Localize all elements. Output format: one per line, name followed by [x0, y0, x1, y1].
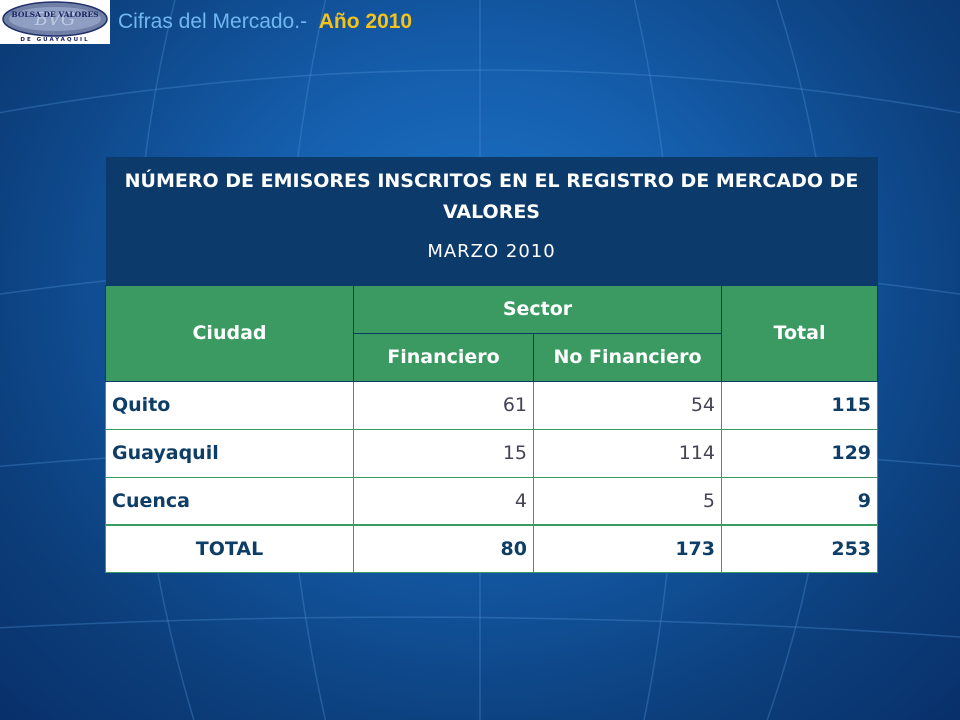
- row-total: 115: [720, 380, 879, 430]
- header-city: Ciudad: [105, 284, 354, 382]
- row-financial: 15: [353, 428, 534, 478]
- slide-title-year: Año 2010: [318, 10, 413, 33]
- totals-financial: 80: [353, 524, 534, 573]
- header-financial: Financiero: [353, 332, 534, 382]
- company-logo: BVG BOLSA DE VALORES DE GUAYAQUIL: [0, 0, 110, 44]
- logo-name: BOLSA DE VALORES: [11, 10, 98, 19]
- totals-non-financial: 173: [533, 524, 722, 573]
- row-financial: 4: [353, 476, 534, 526]
- totals-label: TOTAL: [105, 524, 354, 573]
- row-total: 129: [720, 428, 879, 478]
- row-non-financial: 114: [533, 428, 722, 478]
- totals-row: TOTAL 80 173 253: [105, 524, 879, 573]
- logo-monogram: BVG: [34, 9, 76, 30]
- row-city: Cuenca: [105, 476, 354, 526]
- table-row: Cuenca 4 5 9: [105, 476, 879, 526]
- row-financial: 61: [353, 380, 534, 430]
- table-title: NÚMERO DE EMISORES INSCRITOS EN EL REGIS…: [124, 170, 859, 223]
- row-city: Guayaquil: [105, 428, 354, 478]
- row-non-financial: 54: [533, 380, 722, 430]
- header-non-financial: No Financiero: [533, 332, 722, 382]
- header-total: Total: [720, 284, 879, 382]
- table-row: Guayaquil 15 114 129: [105, 428, 879, 478]
- row-city: Quito: [105, 380, 354, 430]
- row-total: 9: [720, 476, 879, 526]
- issuers-table: NÚMERO DE EMISORES INSCRITOS EN EL REGIS…: [105, 157, 879, 573]
- row-non-financial: 5: [533, 476, 722, 526]
- totals-total: 253: [720, 524, 879, 573]
- table-row: Quito 61 54 115: [105, 380, 879, 430]
- header-sector: Sector: [353, 284, 722, 334]
- slide-title-text: Cifras del Mercado.-: [118, 10, 308, 33]
- table-period: MARZO 2010: [427, 241, 556, 262]
- logo-city: DE GUAYAQUIL: [20, 37, 89, 43]
- table-title-cell: NÚMERO DE EMISORES INSCRITOS EN EL REGIS…: [105, 157, 878, 285]
- slide-title: Cifras del Mercado.- Año 2010: [118, 8, 412, 36]
